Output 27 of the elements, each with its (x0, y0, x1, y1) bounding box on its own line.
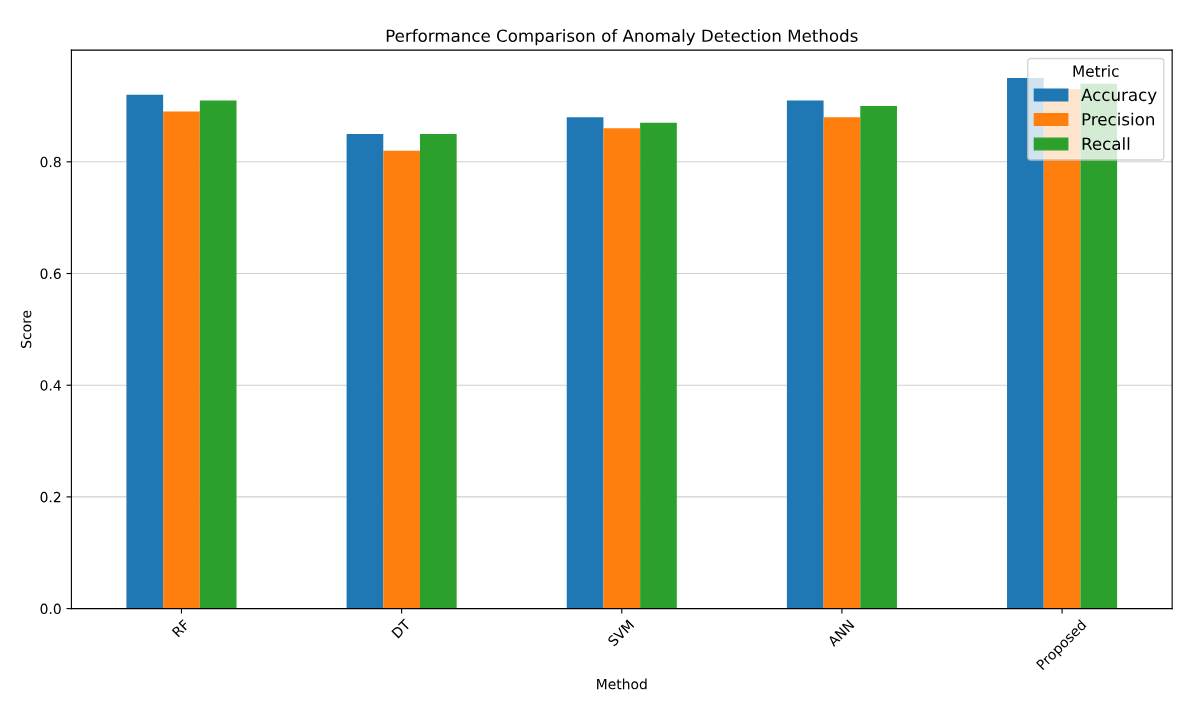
legend-title: Metric (1073, 65, 1119, 77)
bar (603, 128, 641, 609)
x-tick-label: DT (391, 618, 412, 639)
y-tick-label: 0.0 (40, 603, 61, 615)
chart-title: Performance Comparison of Anomaly Detection Methods (386, 29, 858, 46)
x-tick-label: RF (171, 619, 190, 638)
y-axis-title: Score (20, 310, 32, 348)
bar (346, 133, 384, 609)
y-tick-label: 0.6 (40, 268, 61, 279)
bar (1007, 78, 1044, 609)
bar (419, 133, 457, 609)
legend-label: Accuracy (1081, 88, 1157, 105)
bar (566, 117, 604, 609)
x-axis-title: Method (597, 678, 647, 690)
bar (640, 122, 677, 609)
legend-label: Recall (1082, 137, 1130, 151)
bar (823, 117, 861, 609)
y-tick-label: 0.2 (40, 491, 61, 503)
y-tick-label: 0.4 (40, 380, 61, 391)
bar (860, 105, 897, 609)
legend-label: Precision (1082, 112, 1154, 126)
bar (163, 111, 200, 609)
bar (199, 100, 237, 609)
bar (383, 150, 420, 609)
y-tick-label: 0.8 (40, 156, 61, 168)
bar (786, 100, 824, 609)
bar (126, 94, 164, 609)
